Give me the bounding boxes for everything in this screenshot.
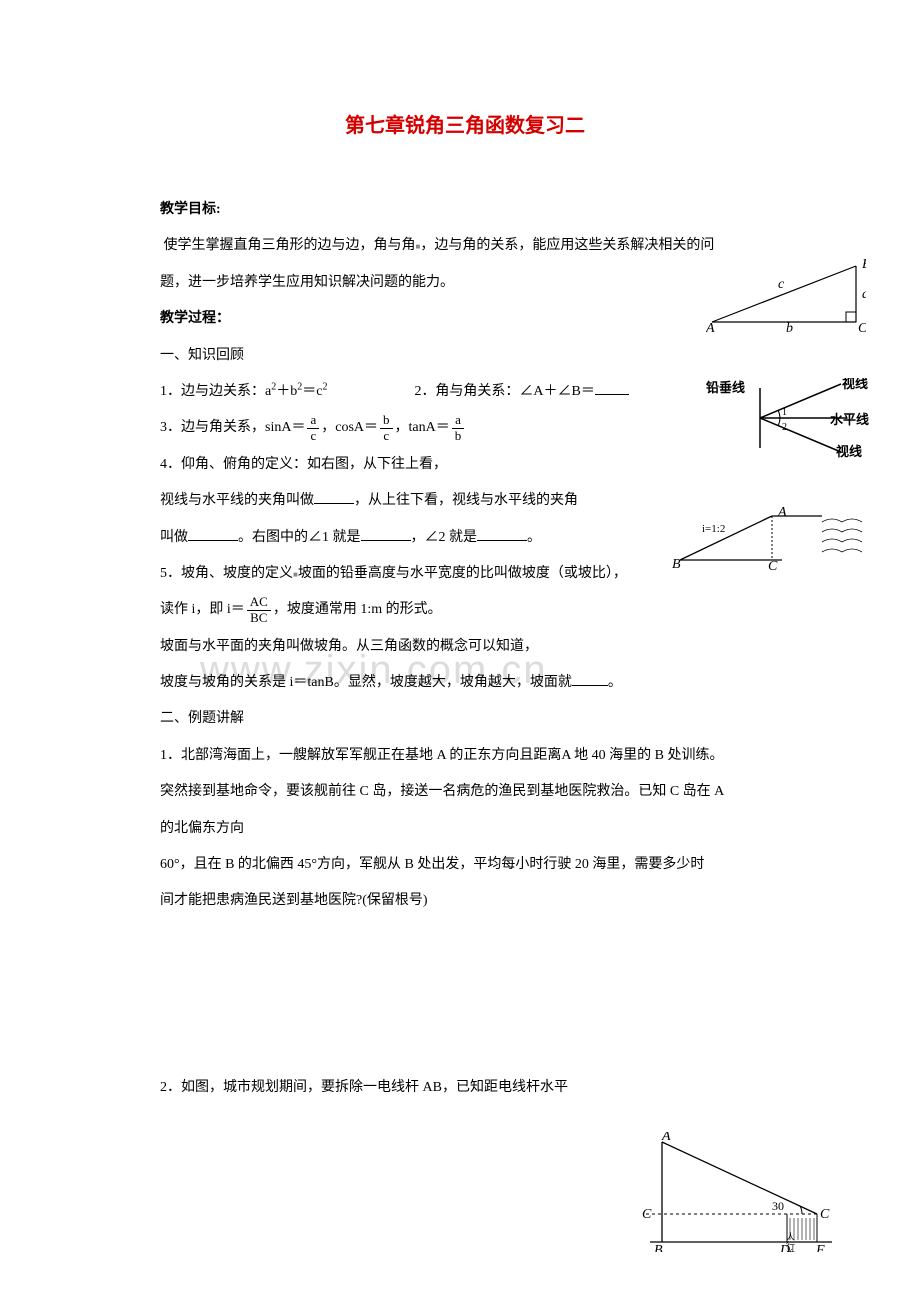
review-item-4c: 叫做。右图中的∠1 就是，∠2 就是。 — [160, 520, 770, 556]
svg-text:b: b — [786, 321, 793, 332]
goals-line-1: 使学生掌握直角三角形的边与边，角与角■，边与角的关系，能应用这些关系解决相关的问 — [160, 228, 770, 264]
section-label-process: 教学过程： — [160, 311, 230, 326]
goals-line-2: 题，进一步培养学生应用知识解决问题的能力。 — [160, 265, 770, 301]
svg-text:视线: 视线 — [836, 444, 862, 458]
svg-text:A: A — [777, 506, 787, 520]
svg-text:B: B — [654, 1243, 663, 1252]
svg-text:c: c — [778, 277, 785, 292]
review-item-4a: 4．仰角、俯角的定义：如右图，从下往上看， — [160, 447, 770, 483]
review-item-5c: 坡面与水平面的夹角叫做坡角。从三角函数的概念可以知道， — [160, 629, 770, 665]
svg-text:2: 2 — [782, 422, 787, 433]
examples-heading: 二、例题讲解 — [160, 701, 770, 737]
ex1-line-3: 的北偏东方向 — [160, 811, 770, 847]
review-item-5d: 坡度与坡角的关系是 i＝tanB。显然，坡度越大，坡角越大，坡面就。 — [160, 665, 770, 701]
ex1-line-5: 间才能把患病渔民送到基地医院?(保留根号) — [160, 883, 770, 919]
figure-pole-diagram: A C C B D F 30 人行道 — [632, 1132, 842, 1252]
review-item-4b: 视线与水平线的夹角叫做，从上往下看，视线与水平线的夹角 — [160, 483, 770, 519]
ex1-line-1: 1．北部湾海面上，一艘解放军军舰正在基地 A 的正东方向且距离A 地 40 海里… — [160, 738, 770, 774]
svg-text:A: A — [661, 1132, 671, 1144]
section-label-goals: 教学目标: — [160, 202, 221, 217]
svg-text:人行道: 人行道 — [785, 1232, 795, 1252]
review-heading: 一、知识回顾 — [160, 338, 770, 374]
review-item-1-2: 1．边与边关系：a2＋b2＝c2 2．角与角关系：∠A＋∠B＝ — [160, 374, 770, 410]
svg-text:视线: 视线 — [842, 378, 868, 391]
svg-text:C: C — [820, 1207, 830, 1222]
svg-text:水平线: 水平线 — [830, 412, 869, 427]
svg-text:a: a — [862, 287, 866, 302]
ex2-line-1: 2．如图，城市规划期间，要拆除一电线杆 AB，已知距电线杆水平 — [160, 1070, 770, 1106]
svg-text:C: C — [642, 1207, 652, 1222]
ex1-line-4: 60°，且在 B 的北偏西 45°方向，军舰从 B 处出发，平均每小时行驶 20… — [160, 847, 770, 883]
svg-text:B: B — [862, 258, 866, 272]
document-content: 第七章锐角三角函数复习二 教学目标: 使学生掌握直角三角形的边与边，角与角■，边… — [160, 100, 770, 1106]
page-title: 第七章锐角三角函数复习二 — [160, 100, 770, 152]
svg-text:1: 1 — [782, 407, 787, 418]
review-item-5a: 5．坡角、坡度的定义■坡面的铅垂高度与水平宽度的比叫做坡度（或坡比）， — [160, 556, 770, 592]
svg-text:30: 30 — [772, 1199, 784, 1213]
svg-text:C: C — [858, 321, 866, 332]
review-item-5b: 读作 i，即 i＝ACBC，坡度通常用 1:m 的形式。 — [160, 592, 770, 628]
svg-text:F: F — [815, 1243, 825, 1252]
ex1-line-2: 突然接到基地命令，要该舰前往 C 岛，接送一名病危的渔民到基地医院救治。已知 C… — [160, 774, 770, 810]
review-item-3: 3．边与角关系，sinA＝ac，cosA＝bc，tanA＝ab — [160, 410, 770, 446]
